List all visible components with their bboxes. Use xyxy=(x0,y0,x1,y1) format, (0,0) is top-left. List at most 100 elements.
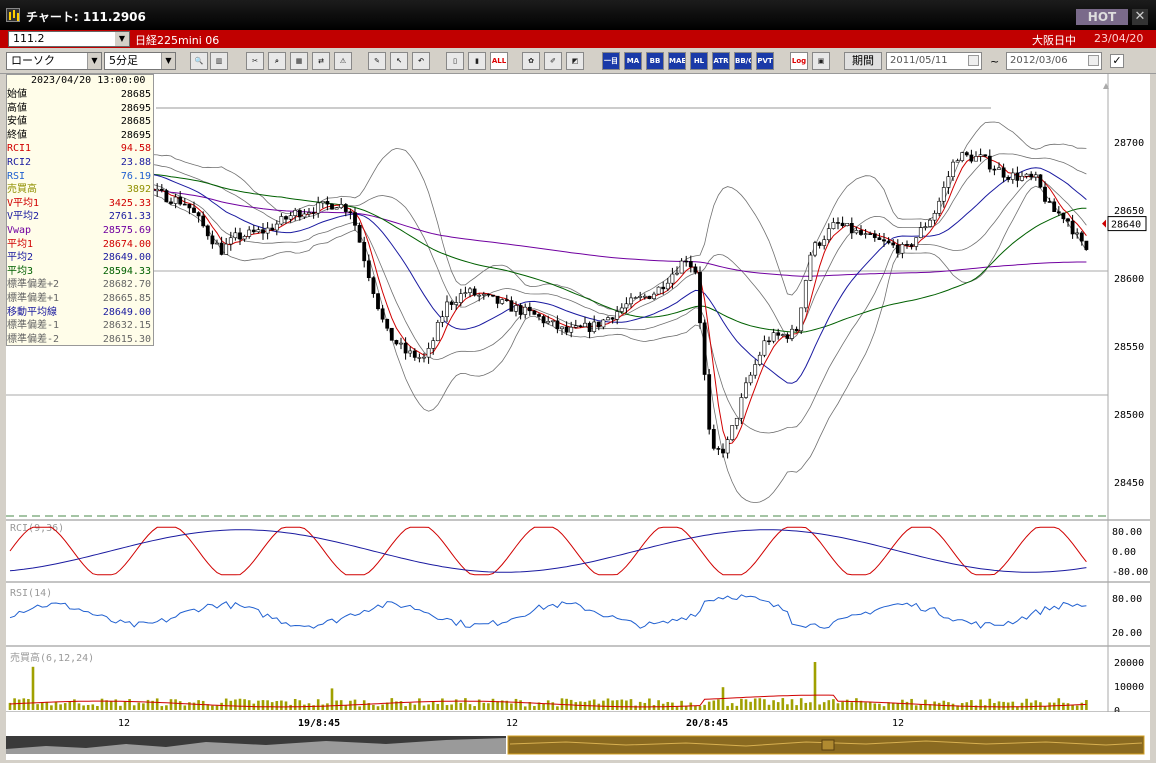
calendar-icon[interactable] xyxy=(1088,55,1099,66)
volume-bar xyxy=(473,706,476,710)
indicator-button[interactable]: BB xyxy=(646,52,664,70)
volume-bar xyxy=(321,704,325,710)
color-icon[interactable]: ◩ xyxy=(566,52,584,70)
candlestick xyxy=(546,321,551,324)
volume-bar xyxy=(50,705,53,710)
period-button[interactable]: 期間 xyxy=(844,52,882,70)
candlestick xyxy=(817,242,822,246)
time-axis-background xyxy=(6,712,1150,734)
volume-bar xyxy=(312,705,315,710)
chevron-down-icon[interactable]: ▼ xyxy=(115,32,129,46)
volume-bar xyxy=(128,699,131,710)
candlestick xyxy=(826,228,831,241)
rci-tick-label: -80.00 xyxy=(1112,567,1148,578)
info-row: 平均3 28594.33 xyxy=(7,265,153,279)
indicator-button[interactable]: MAE xyxy=(668,52,686,70)
chart-canvas[interactable]: 28700 28650 28600 28550 28500 28450 28640 RCI(9… xyxy=(6,74,1150,760)
calendar-icon[interactable] xyxy=(968,55,979,66)
undo-icon[interactable]: ↶ xyxy=(412,52,430,70)
info-label: 標準偏差-2 xyxy=(7,333,60,345)
candlestick xyxy=(445,301,449,318)
hot-button[interactable]: HOT xyxy=(1076,9,1128,25)
indicator-button[interactable]: PVT xyxy=(756,52,774,70)
candlestick xyxy=(1038,174,1043,188)
volume-bar xyxy=(192,702,196,710)
info-row: 平均1 28674.00 xyxy=(7,238,153,252)
candle-icon[interactable]: ▯ xyxy=(446,52,464,70)
indicator-button[interactable]: MA xyxy=(624,52,642,70)
interval-value: 5分足 xyxy=(109,54,138,67)
volume-bar xyxy=(234,699,237,710)
columns-icon[interactable]: ▥ xyxy=(210,52,228,70)
bars-icon[interactable]: ▮ xyxy=(468,52,486,70)
volume-bar xyxy=(54,701,58,710)
chevron-down-icon[interactable]: ▼ xyxy=(161,53,175,69)
volume-bar xyxy=(91,704,95,710)
date-from-value: 2011/05/11 xyxy=(890,55,948,66)
volume-bar xyxy=(431,701,435,710)
moving-average-3-line xyxy=(9,166,1087,333)
indicator-button[interactable]: 一目 xyxy=(602,52,620,70)
palette-icon[interactable]: ✿ xyxy=(522,52,540,70)
volume-bar xyxy=(1071,704,1074,710)
navigator-selection-line xyxy=(509,740,1143,747)
zoom-icon[interactable]: 🔍 xyxy=(190,52,208,70)
log-button[interactable]: Log xyxy=(790,52,808,70)
candlestick xyxy=(426,348,431,358)
candlestick xyxy=(1056,211,1061,214)
interval-select[interactable]: 5分足 ▼ xyxy=(104,52,176,70)
volume-bar xyxy=(482,702,486,710)
symbol-code-select[interactable]: 111.2 ▼ xyxy=(8,31,130,47)
brush-icon[interactable]: ✐ xyxy=(544,52,562,70)
volume-bar xyxy=(289,704,292,710)
candlestick xyxy=(734,417,739,426)
candlestick xyxy=(491,294,495,297)
indicator-button[interactable]: BB/CD xyxy=(734,52,752,70)
magnifier-icon[interactable]: ⌕ xyxy=(268,52,286,70)
all-icon[interactable]: ALL xyxy=(490,52,508,70)
close-icon[interactable]: ✕ xyxy=(1132,9,1148,25)
volume-bar xyxy=(974,705,978,710)
candlestick xyxy=(1001,167,1006,178)
date-from-field[interactable]: 2011/05/11 xyxy=(886,52,982,70)
chart-add-icon[interactable]: ▦ xyxy=(290,52,308,70)
candlestick xyxy=(215,242,219,245)
apply-checkbox[interactable]: ✓ xyxy=(1110,54,1124,68)
chart-area[interactable]: 28700 28650 28600 28550 28500 28450 28640 RCI(9… xyxy=(6,74,1150,760)
warning-icon[interactable]: ⚠ xyxy=(334,52,352,70)
candlestick xyxy=(670,273,675,284)
volume-bar xyxy=(31,666,35,710)
volume-bar xyxy=(477,699,481,710)
price-tick-label: 28500 xyxy=(1114,410,1144,421)
volume-bar xyxy=(22,698,26,710)
info-row: 移動平均線 28649.00 xyxy=(7,306,153,320)
rci-tick-label: 0.00 xyxy=(1112,547,1136,558)
info-label: 安値 xyxy=(7,116,27,128)
candlestick xyxy=(813,242,817,256)
volume-bar xyxy=(408,702,412,710)
cursor-icon[interactable]: ↖ xyxy=(390,52,408,70)
chart-type-select[interactable]: ローソク ▼ xyxy=(6,52,102,70)
price-tick-label: 28650 xyxy=(1114,206,1144,217)
swap-icon[interactable]: ⇄ xyxy=(312,52,330,70)
candlestick xyxy=(1020,175,1024,181)
volume-bar xyxy=(813,662,817,710)
pen-icon[interactable]: ✎ xyxy=(368,52,386,70)
volume-bar xyxy=(753,698,757,710)
info-row: RCI1 94.58 xyxy=(7,142,153,156)
export-icon[interactable]: ▣ xyxy=(812,52,830,70)
date-to-field[interactable]: 2012/03/06 xyxy=(1006,52,1102,70)
chevron-down-icon[interactable]: ▼ xyxy=(87,53,101,69)
volume-bar xyxy=(528,702,532,710)
volume-bar xyxy=(625,700,628,710)
candlestick xyxy=(748,374,753,384)
candlestick xyxy=(1024,173,1029,177)
volume-bar xyxy=(905,701,909,710)
scissors-icon[interactable]: ✂ xyxy=(246,52,264,70)
candlestick xyxy=(288,215,293,220)
volume-bar xyxy=(988,698,992,710)
volume-bar xyxy=(795,705,798,710)
indicator-button[interactable]: HL xyxy=(690,52,708,70)
candlestick xyxy=(592,321,597,332)
indicator-button[interactable]: ATR xyxy=(712,52,730,70)
